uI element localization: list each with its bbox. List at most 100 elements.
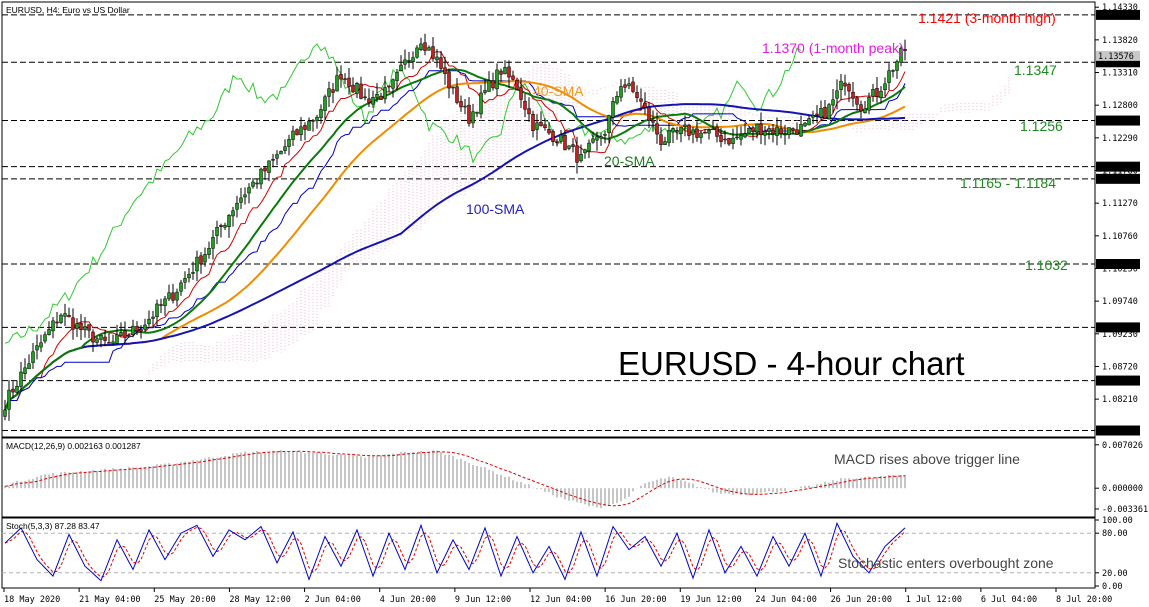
candle-body — [719, 135, 723, 142]
x-tick-label: 16 Jun 20:00 — [605, 595, 666, 605]
price-level-tag-bg — [1096, 173, 1140, 184]
macd-panel: 0.007026 0.000000 -0.003361 — [1, 437, 1148, 518]
sma-20-line — [4, 68, 906, 411]
candle-body — [795, 129, 799, 135]
candle-body — [95, 338, 99, 343]
x-tick-label: 28 May 12:00 — [229, 595, 290, 605]
level-label-1.1421: 1.1421 (3-month high) — [918, 10, 1056, 26]
tenkan-sen-line — [4, 51, 906, 411]
stoch-main-line — [4, 521, 906, 582]
macd-y-tick-label: 0.007026 — [1102, 441, 1143, 451]
candle-body — [831, 99, 835, 106]
price-level-tag: 1.09330 — [1098, 323, 1134, 333]
candle-body — [523, 100, 527, 110]
candle-body — [635, 92, 639, 98]
candle-body — [291, 130, 295, 140]
candle-body — [199, 255, 203, 265]
candle-body — [467, 104, 471, 124]
price-level-tag: 1.10320 — [1098, 260, 1134, 270]
candle-body — [595, 136, 599, 141]
candle-body — [767, 128, 771, 132]
candle-body — [543, 124, 547, 129]
candle-body — [495, 69, 499, 90]
stoch-y-tick-label: 0.00 — [1102, 582, 1122, 592]
candle-body — [131, 325, 135, 335]
candle-body — [23, 367, 27, 374]
candle-body — [711, 128, 715, 131]
candle-body — [715, 126, 719, 137]
candle-body — [355, 83, 359, 94]
x-axis: 18 May 2020 21 May 04:00 25 May 20:00 28 Ma… — [3, 588, 1112, 605]
candle-body — [631, 81, 635, 92]
candle-body — [255, 182, 259, 185]
candle-body — [895, 61, 899, 71]
candle-body — [223, 224, 227, 228]
candle-body — [135, 326, 139, 332]
candle-body — [443, 67, 447, 74]
candle-body — [323, 96, 327, 111]
candle-body — [119, 332, 123, 337]
candle-body — [847, 83, 851, 92]
price-level-tag-bg — [1096, 161, 1140, 172]
candle-body — [55, 321, 59, 324]
candle-body — [727, 137, 731, 145]
candle-body — [735, 136, 739, 139]
candle-body — [759, 123, 763, 136]
x-tick-label: 21 May 04:00 — [79, 595, 140, 605]
candle-body — [563, 135, 567, 151]
candle-body — [683, 124, 687, 127]
current-price-tag: 1.13576 — [1098, 52, 1134, 62]
candle-body — [343, 78, 347, 80]
level-label-1.1347: 1.1347 — [1014, 62, 1057, 78]
price-y-tick-label: 1.08210 — [1102, 395, 1138, 405]
candle-body — [483, 90, 487, 93]
candle-body — [75, 323, 79, 329]
price-y-tick-label: 1.14330 — [1102, 3, 1138, 13]
candle-body — [579, 153, 583, 162]
candle-body — [311, 120, 315, 122]
price-y-tick-label: 1.13310 — [1102, 69, 1138, 79]
candle-body — [791, 128, 795, 131]
candle-body — [79, 323, 83, 331]
price-level-tag-bg — [1096, 9, 1140, 20]
macd-y-tick-label: -0.003361 — [1102, 505, 1148, 515]
candle-body — [823, 107, 827, 119]
candle-body — [531, 113, 535, 131]
x-tick-label: 24 Jun 04:00 — [755, 595, 816, 605]
candle-body — [295, 129, 299, 136]
candle-body — [623, 84, 627, 88]
candle-body — [611, 101, 615, 118]
stochastic-panel: 100.00 80.00 20.00 0.00 — [1, 516, 1133, 592]
macd-annotation: MACD rises above trigger line — [834, 451, 1020, 467]
x-tick-label: 12 Jun 04:00 — [530, 595, 591, 605]
candle-body — [643, 102, 647, 108]
candle-body — [855, 97, 859, 105]
candle-body — [147, 318, 151, 325]
price-level-tag: 1.07720 — [1098, 427, 1134, 437]
price-y-tick-label: 1.11270 — [1102, 199, 1138, 209]
candle-body — [571, 144, 575, 147]
stoch-y-tick-label: 20.00 — [1102, 569, 1128, 579]
candle-body — [203, 254, 207, 263]
x-tick-label: 4 Jun 20:00 — [380, 595, 436, 605]
candle-body — [575, 145, 579, 163]
candle-body — [499, 70, 503, 75]
candle-body — [475, 111, 479, 114]
candle-body — [3, 409, 7, 417]
price-y-tick-label: 1.09230 — [1102, 330, 1138, 340]
candle-body — [763, 131, 767, 136]
candle-body — [183, 278, 187, 283]
candle-body — [783, 133, 787, 136]
candle-body — [471, 111, 475, 124]
candle-body — [123, 330, 127, 338]
candle-body — [815, 113, 819, 116]
candle-body — [707, 129, 711, 134]
candle-body — [411, 57, 415, 63]
candle-body — [367, 98, 371, 103]
price-y-tick-label: 1.09740 — [1102, 297, 1138, 307]
candle-body — [315, 116, 319, 122]
candle-body — [271, 159, 275, 161]
candle-body — [39, 342, 43, 348]
candle-body — [519, 87, 523, 100]
candle-body — [247, 187, 251, 194]
